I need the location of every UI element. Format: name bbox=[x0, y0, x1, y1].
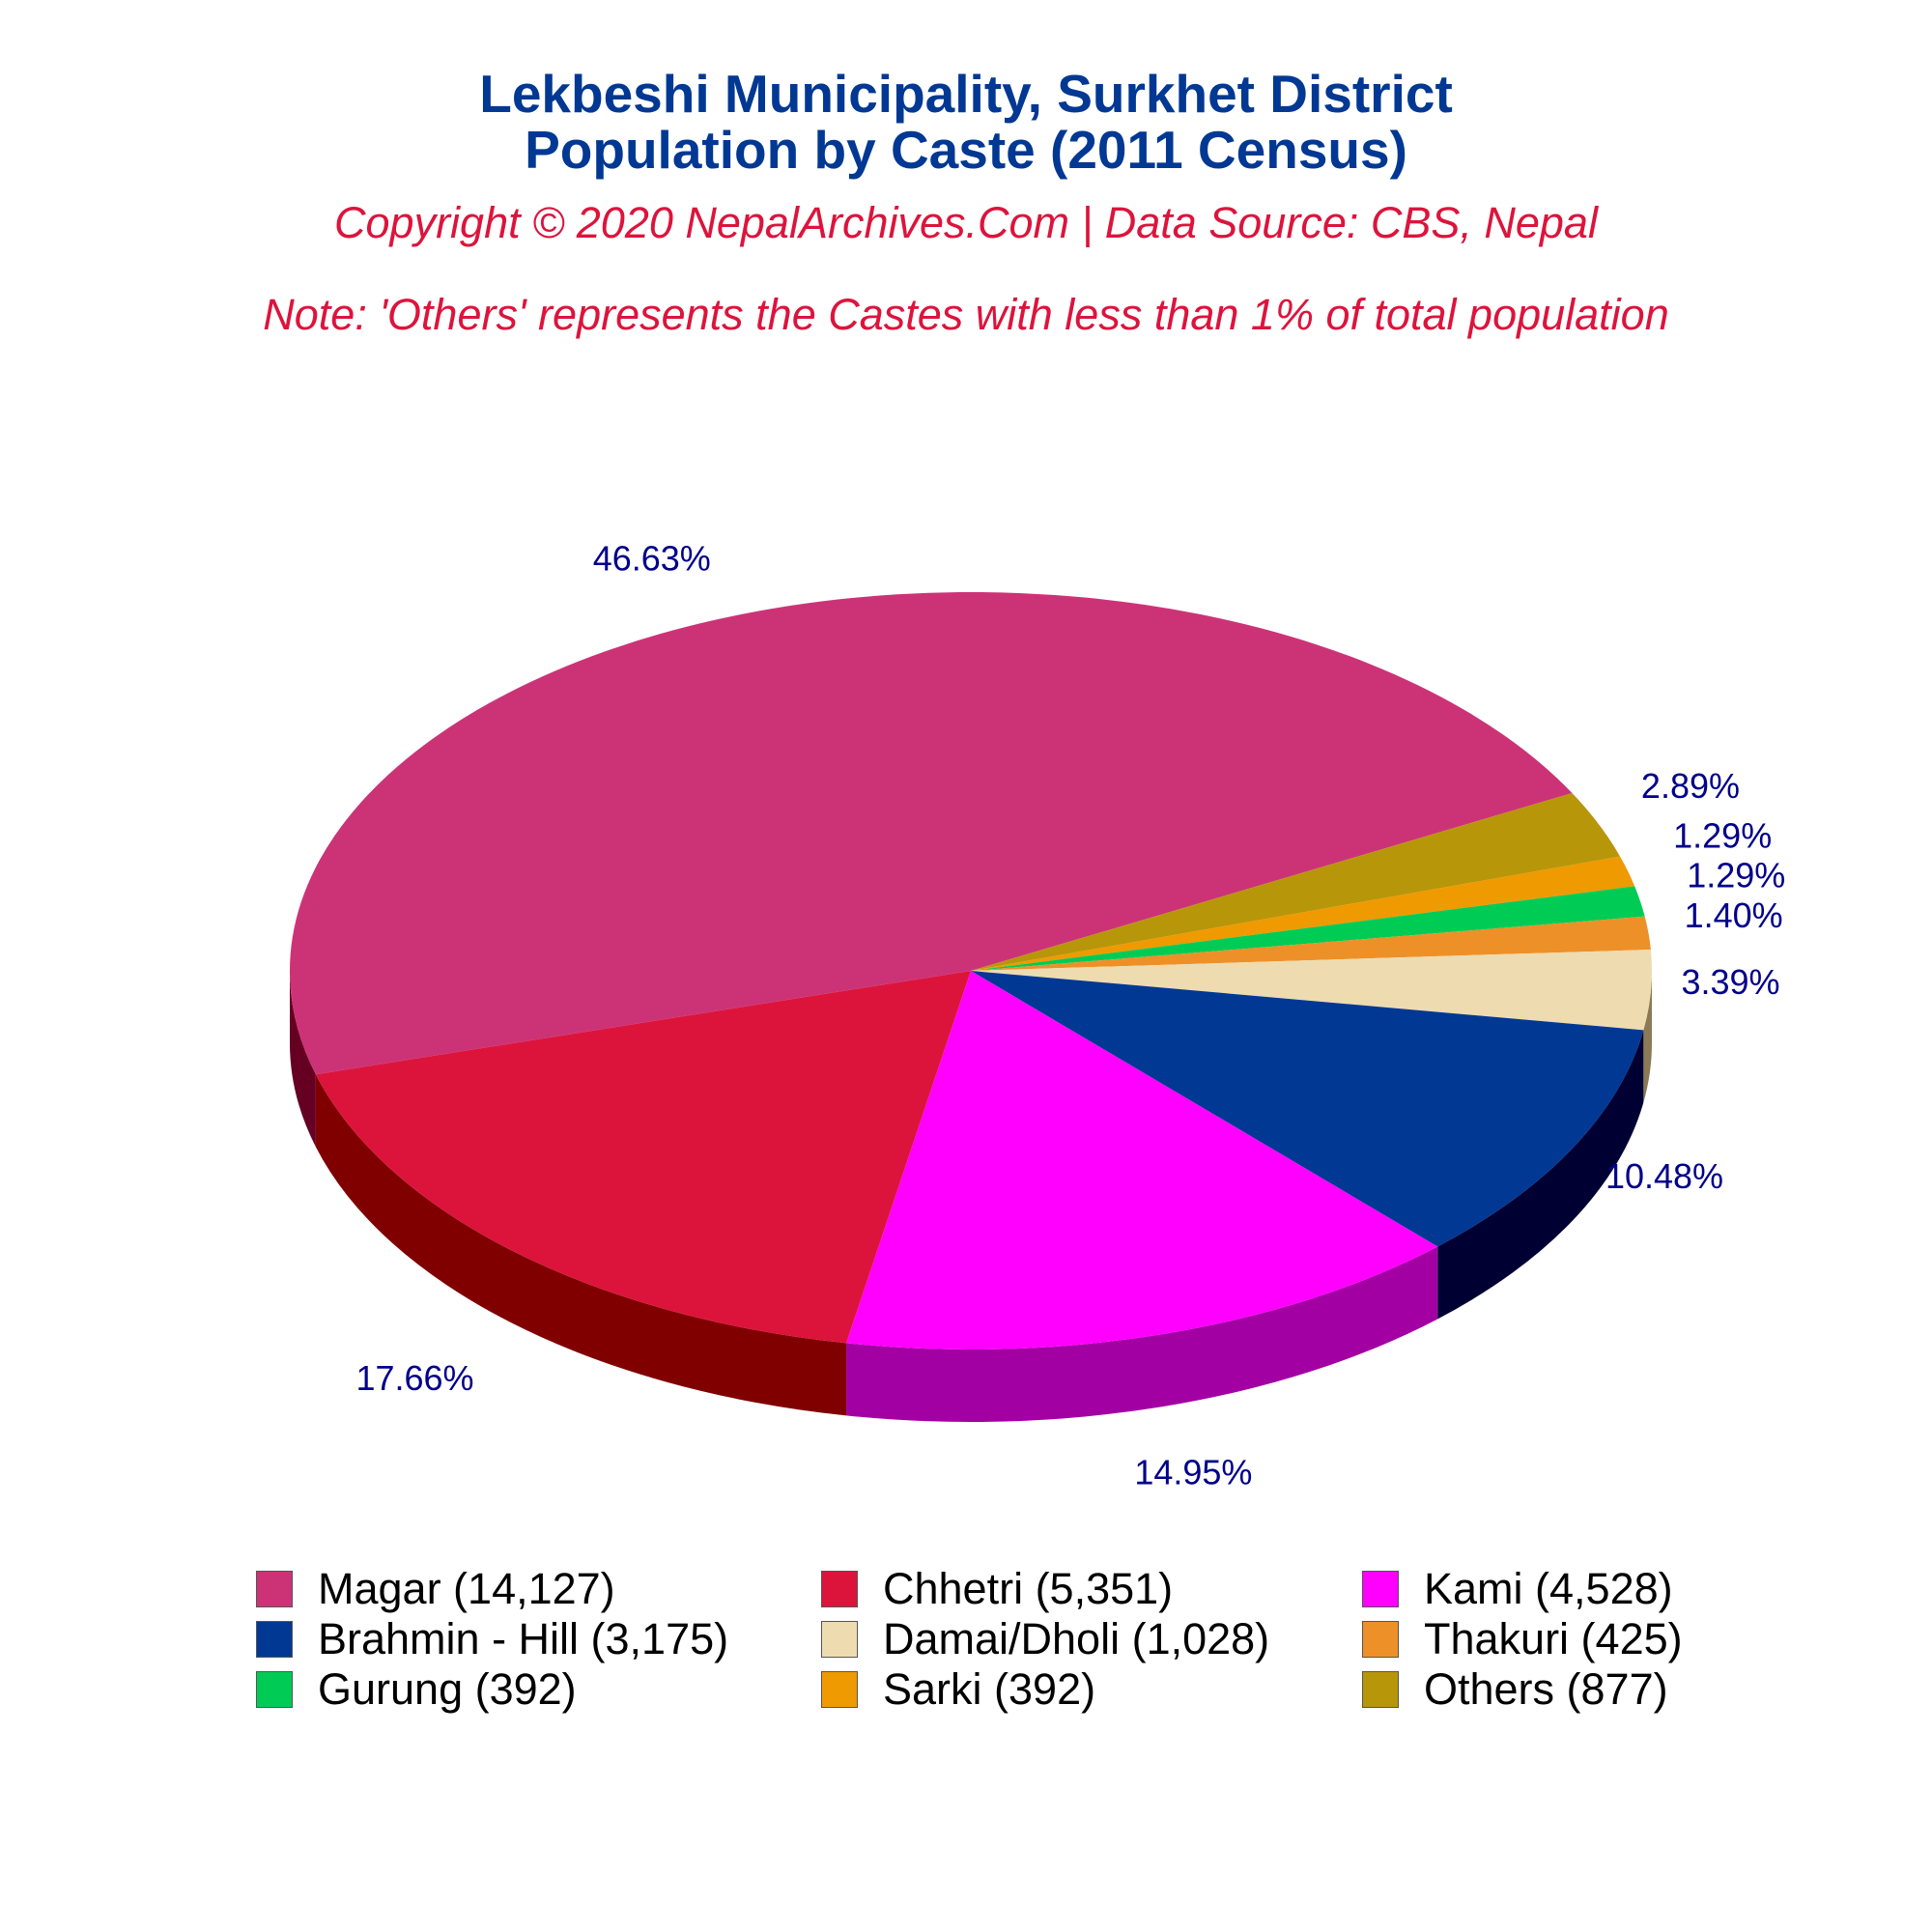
pie-side-0 bbox=[290, 971, 316, 1148]
legend-swatch bbox=[1362, 1671, 1399, 1708]
legend-item: Brahmin - Hill (3,175) bbox=[256, 1614, 729, 1663]
pie-sides bbox=[290, 971, 1652, 1422]
percent-label-0: 46.63% bbox=[593, 538, 711, 578]
chart-title-line2: Population by Caste (2011 Census) bbox=[525, 120, 1407, 180]
copyright-text: Copyright © 2020 NepalArchives.Com | Dat… bbox=[334, 198, 1598, 247]
legend-swatch bbox=[821, 1671, 858, 1708]
legend-swatch bbox=[821, 1571, 858, 1607]
legend-label: Others (877) bbox=[1424, 1664, 1668, 1714]
legend-swatch bbox=[256, 1671, 293, 1708]
legend-item: Magar (14,127) bbox=[256, 1564, 615, 1613]
legend-item: Kami (4,528) bbox=[1362, 1564, 1673, 1613]
pie-slice-3 bbox=[971, 971, 1644, 1247]
legend-swatch bbox=[1362, 1621, 1399, 1658]
legend-item: Gurung (392) bbox=[256, 1664, 577, 1714]
pie-side-2 bbox=[846, 1246, 1438, 1422]
pie-side-1 bbox=[315, 1074, 847, 1416]
legend-label: Gurung (392) bbox=[318, 1664, 577, 1714]
legend-label: Magar (14,127) bbox=[318, 1564, 615, 1613]
legend-label: Thakuri (425) bbox=[1424, 1614, 1683, 1663]
legend-swatch bbox=[1362, 1571, 1399, 1607]
pie-slice-8 bbox=[971, 792, 1621, 971]
legend-swatch bbox=[256, 1621, 293, 1658]
percent-label-8: 2.89% bbox=[1641, 766, 1740, 806]
pie-slice-7 bbox=[971, 856, 1635, 971]
pie-side-3 bbox=[1437, 1030, 1644, 1320]
percent-label-6: 1.29% bbox=[1687, 856, 1785, 895]
pie-slice-5 bbox=[971, 916, 1651, 971]
pie-slices bbox=[290, 592, 1652, 1350]
pie-slice-4 bbox=[971, 950, 1652, 1031]
percent-label-2: 14.95% bbox=[1134, 1452, 1252, 1492]
legend-item: Chhetri (5,351) bbox=[821, 1564, 1174, 1613]
percent-label-4: 3.39% bbox=[1681, 962, 1779, 1002]
legend-label: Brahmin - Hill (3,175) bbox=[318, 1614, 729, 1663]
pie-side-4 bbox=[1643, 971, 1652, 1103]
percent-label-3: 10.48% bbox=[1605, 1156, 1723, 1196]
pie-slice-0 bbox=[290, 592, 1573, 1075]
percent-label-5: 1.40% bbox=[1685, 895, 1783, 935]
note-text: Note: 'Others' represents the Castes wit… bbox=[263, 290, 1669, 339]
percent-label-1: 17.66% bbox=[355, 1358, 473, 1398]
legend-label: Sarki (392) bbox=[883, 1664, 1096, 1714]
legend-label: Chhetri (5,351) bbox=[883, 1564, 1174, 1613]
legend-swatch bbox=[256, 1571, 293, 1607]
chart-title-line1: Lekbeshi Municipality, Surkhet District bbox=[479, 64, 1453, 124]
pie-slice-2 bbox=[846, 971, 1438, 1350]
pie-slice-1 bbox=[315, 971, 971, 1344]
percent-label-7: 1.29% bbox=[1673, 816, 1772, 856]
legend-label: Kami (4,528) bbox=[1424, 1564, 1673, 1613]
pie-slice-6 bbox=[971, 886, 1645, 971]
pie-chart: 46.63%2.89%1.29%1.29%1.40%3.39%10.48%14.… bbox=[290, 538, 1785, 1492]
pie-percent-labels: 46.63%2.89%1.29%1.29%1.40%3.39%10.48%14.… bbox=[355, 538, 1785, 1492]
legend-label: Damai/Dholi (1,028) bbox=[883, 1614, 1270, 1663]
legend-item: Sarki (392) bbox=[821, 1664, 1096, 1714]
legend-item: Thakuri (425) bbox=[1362, 1614, 1683, 1663]
legend-swatch bbox=[821, 1621, 858, 1658]
legend-item: Damai/Dholi (1,028) bbox=[821, 1614, 1270, 1663]
legend-item: Others (877) bbox=[1362, 1664, 1668, 1714]
